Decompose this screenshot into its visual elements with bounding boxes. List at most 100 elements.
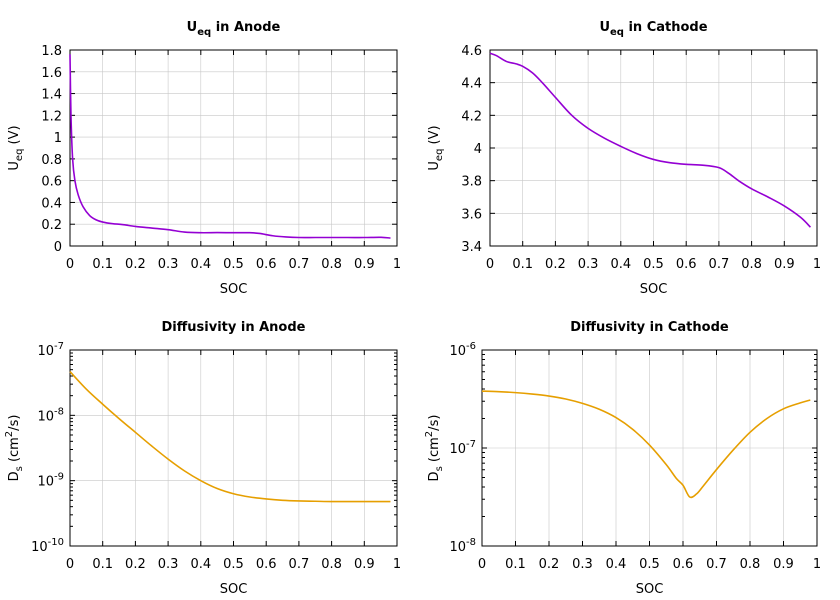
- y-axis-label-main: D: [7, 471, 22, 481]
- x-tick-label: 0.1: [92, 557, 113, 572]
- x-tick-label: 1: [393, 257, 401, 272]
- y-axis-label-main: U: [7, 161, 22, 171]
- y-tick-base: 10: [449, 540, 466, 555]
- x-tick-label: 0.2: [125, 557, 146, 572]
- y-tick-label: 3.8: [461, 175, 482, 190]
- y-tick-label: 1.8: [41, 44, 62, 59]
- series-line: [69, 54, 391, 239]
- x-tick-label: 0.4: [190, 557, 211, 572]
- series-line: [69, 371, 391, 503]
- x-tick-label: 0: [66, 257, 74, 272]
- y-axis-label-subscript: eq: [14, 149, 25, 162]
- x-tick-label: 0.6: [256, 257, 277, 272]
- x-tick-label: 1: [813, 557, 821, 572]
- y-axis-label-subscript: s: [434, 466, 445, 471]
- chart-ueq-anode: 0 0.1 0.2 0.3 0.4 0.5 0.6 0.7 0.8 0.9 1 0 0.2 0.4 0.6 0…: [7, 20, 401, 297]
- y-tick-base: 10: [31, 540, 48, 555]
- x-tick-label: 0.8: [741, 257, 762, 272]
- x-axis-label: SOC: [220, 282, 248, 297]
- y-tick-label: 10-9: [37, 472, 64, 490]
- y-tick-exponent: -6: [466, 341, 476, 352]
- chart-title: Ueq in Cathode: [599, 20, 707, 38]
- y-tick-base: 10: [449, 442, 466, 457]
- x-tick-label: 0.9: [354, 257, 375, 272]
- y-tick-exponent: -8: [466, 537, 476, 548]
- x-tick-label: 0.1: [92, 257, 113, 272]
- y-tick-label: 0.6: [41, 175, 62, 190]
- x-tick-label: 0.5: [223, 557, 244, 572]
- y-axis-label: Ds (cm2/s): [424, 415, 445, 482]
- chart-title-main: U: [187, 20, 198, 35]
- y-axis-label-rest: (V): [7, 125, 22, 148]
- x-tick-label: 0.7: [289, 557, 310, 572]
- x-tick-label: 0.3: [578, 257, 599, 272]
- y-tick-label: 4: [474, 142, 482, 157]
- y-tick-exponent: -7: [466, 439, 476, 450]
- series-line: [481, 390, 811, 499]
- x-tick-label: 0.8: [740, 557, 761, 572]
- chart-title-main: U: [599, 20, 610, 35]
- x-tick-label: 0.6: [673, 557, 694, 572]
- y-tick-label: 4.6: [461, 44, 482, 59]
- y-tick-label: 4.4: [461, 77, 482, 92]
- y-axis-label: Ueq (V): [7, 125, 25, 170]
- y-axis-label-superscript: 2: [4, 431, 15, 437]
- y-axis-label-rest: (V): [427, 125, 442, 148]
- x-tick-label: 0.2: [125, 257, 146, 272]
- series-line: [489, 52, 812, 228]
- x-tick-label: 0.1: [512, 257, 533, 272]
- y-axis-label-subscript: s: [14, 466, 25, 471]
- x-tick-label: 0.8: [321, 557, 342, 572]
- chart-title: Ueq in Anode: [187, 20, 281, 38]
- x-tick-label: 0.5: [639, 557, 660, 572]
- x-tick-label: 0.9: [774, 257, 795, 272]
- y-axis-label: Ds (cm2/s): [4, 415, 25, 482]
- chart-title: Diffusivity in Cathode: [570, 320, 729, 335]
- y-tick-label: 3.4: [461, 240, 482, 255]
- x-tick-label: 0.7: [706, 557, 727, 572]
- y-axis-label-main: U: [427, 161, 442, 171]
- chart-title: Diffusivity in Anode: [162, 320, 306, 335]
- x-tick-label: 0.4: [190, 257, 211, 272]
- x-tick-label: 0.4: [606, 557, 627, 572]
- y-tick-label: 1.6: [41, 66, 62, 81]
- y-axis-label: Ueq (V): [427, 125, 445, 170]
- y-tick-base: 10: [37, 409, 54, 424]
- x-axis-label: SOC: [640, 282, 668, 297]
- y-axis-label-end: /s): [427, 415, 442, 431]
- x-tick-label: 0.1: [505, 557, 526, 572]
- y-tick-label: 0.8: [41, 153, 62, 168]
- y-tick-exponent: -10: [48, 537, 64, 548]
- y-axis-label-end: /s): [7, 415, 22, 431]
- chart-title-subscript: eq: [610, 27, 624, 38]
- y-tick-label: 10-7: [449, 439, 476, 457]
- x-tick-label: 0: [486, 257, 494, 272]
- x-tick-label: 1: [393, 557, 401, 572]
- y-tick-label: 0.2: [41, 218, 62, 233]
- x-tick-label: 0.3: [572, 557, 593, 572]
- x-tick-label: 0.5: [223, 257, 244, 272]
- x-tick-label: 0: [66, 557, 74, 572]
- x-tick-label: 0.5: [643, 257, 664, 272]
- x-tick-label: 1: [813, 257, 821, 272]
- y-tick-base: 10: [449, 344, 466, 359]
- y-tick-label: 3.6: [461, 207, 482, 222]
- chart-diffusivity-cathode: 0 0.1 0.2 0.3 0.4 0.5 0.6 0.7 0.8 0.9 110-810-710-…: [424, 320, 821, 597]
- chart-title-subscript: eq: [197, 27, 211, 38]
- y-axis-label-rest: (cm: [7, 437, 22, 466]
- y-tick-exponent: -9: [54, 472, 64, 483]
- y-tick-label: 1.2: [41, 109, 62, 124]
- y-tick-exponent: -7: [54, 341, 64, 352]
- x-axis-label: SOC: [220, 582, 248, 597]
- y-tick-label: 1: [54, 131, 62, 146]
- chart-title-main: Diffusivity in Anode: [162, 320, 306, 335]
- x-tick-label: 0.6: [256, 557, 277, 572]
- chart-title-rest: in Cathode: [624, 20, 708, 35]
- y-tick-label: 0.4: [41, 196, 62, 211]
- x-tick-label: 0.2: [539, 557, 560, 572]
- x-tick-label: 0.3: [158, 257, 179, 272]
- y-tick-label: 10-6: [449, 341, 476, 359]
- chart-diffusivity-anode: 0 0.1 0.2 0.3 0.4 0.5 0.6 0.7 0.8 0.9 110-1010-910…: [4, 320, 401, 597]
- y-tick-label: 10-10: [31, 537, 64, 555]
- y-tick-base: 10: [37, 344, 54, 359]
